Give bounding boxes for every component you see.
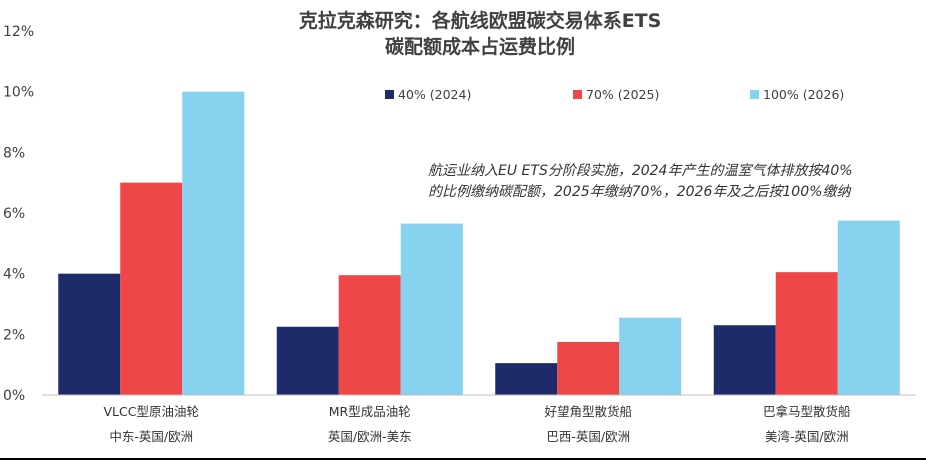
y-tick-label: 6% (3, 206, 25, 222)
x-category-label: 好望角型散货船 (544, 404, 632, 419)
bar (338, 275, 401, 395)
bar (182, 91, 245, 396)
x-category-label: 英国/欧洲-美东 (328, 429, 412, 444)
y-tick-label: 4% (3, 267, 25, 283)
legend-label: 100% (2026) (763, 87, 844, 102)
annotation-line-1: 航运业纳入EU ETS分阶段实施，2024年产生的温室气体排放按40% (428, 163, 853, 179)
x-category-label: 美湾-英国/欧洲 (765, 429, 849, 444)
legend-label: 40% (2024) (398, 87, 471, 102)
bar (276, 326, 339, 395)
x-category-label: 中东-英国/欧洲 (109, 429, 193, 444)
bar (775, 272, 838, 395)
x-axis-labels: VLCC型原油油轮中东-英国/欧洲MR型成品油轮英国/欧洲-美东好望角型散货船巴… (104, 404, 851, 444)
x-category-label: 巴拿马型散货船 (763, 404, 851, 419)
legend-swatch (385, 90, 394, 99)
legend-swatch (573, 90, 582, 99)
bars (58, 91, 900, 396)
bar (837, 220, 900, 395)
x-category-label: MR型成品油轮 (329, 404, 411, 419)
bar (713, 325, 776, 395)
bar (619, 317, 682, 395)
chart-title-line-1: 克拉克森研究：各航线欧盟碳交易体系ETS (299, 9, 662, 32)
legend-label: 70% (2025) (586, 87, 659, 102)
y-axis: 0% 2% 4% 6% 8% 10% 12% (3, 24, 34, 404)
y-tick-label: 12% (3, 24, 34, 40)
bar (495, 363, 558, 395)
legend-swatch (750, 90, 759, 99)
annotation-line-2: 的比例缴纳碳配额，2025年缴纳70%，2026年及之后按100%缴纳 (428, 184, 852, 200)
y-tick-label: 0% (3, 388, 25, 404)
x-category-label: 巴西-英国/欧洲 (546, 429, 630, 444)
bar (400, 223, 463, 395)
y-tick-label: 10% (3, 85, 34, 101)
bar (120, 182, 183, 395)
legend: 40% (2024) 70% (2025) 100% (2026) (385, 87, 844, 102)
x-category-label: VLCC型原油油轮 (104, 404, 199, 419)
bar (557, 341, 620, 395)
y-tick-label: 8% (3, 145, 25, 161)
chart-title-line-2: 碳配额成本占运费比例 (385, 35, 575, 58)
y-tick-label: 2% (3, 327, 25, 343)
bar (58, 273, 121, 395)
